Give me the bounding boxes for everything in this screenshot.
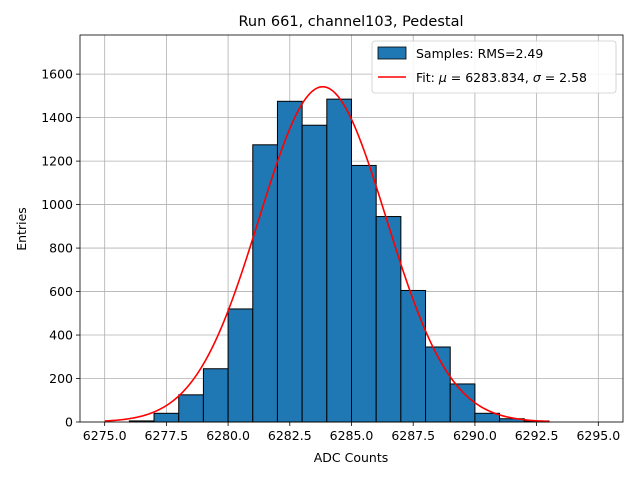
histogram-bar [375,216,402,423]
x-tick-label: 6290.0 [453,428,497,443]
histogram-bar [301,124,328,423]
x-axis: 6275.0 6277.5 6280.0 6282.5 6285.0 6287.5 6290… [83,422,620,443]
y-tick-label: 200 [49,371,73,386]
legend: Samples: RMS=2.49 Fit: μ = 6283.834, σ =… [371,40,617,94]
histogram-bar [449,383,476,423]
y-tick-label: 0 [65,415,73,430]
y-tick-label: 600 [49,284,73,299]
x-axis-label: ADC Counts [314,450,389,465]
y-axis: 0 200 400 600 800 1000 1200 1400 1600 [41,67,80,430]
histogram-bar [276,100,303,423]
y-tick-label: 400 [49,328,73,343]
x-tick-label: 6292.5 [515,428,559,443]
legend-fit-suffix: = 2.58 [541,70,587,85]
histogram-bar [351,164,377,423]
y-tick-label: 1000 [41,197,73,212]
legend-fit-prefix: Fit: [416,70,439,85]
x-tick-label: 6280.0 [206,428,250,443]
x-tick-label: 6277.5 [145,428,189,443]
legend-fit-mu: μ [438,70,447,85]
x-tick-label: 6285.0 [330,428,374,443]
histogram-bar [400,289,427,423]
legend-fit-sigma: σ [533,70,542,85]
histogram-bar [227,308,254,423]
histogram-bar [202,368,229,423]
y-tick-label: 1400 [41,110,73,125]
x-tick-label: 6275.0 [83,428,127,443]
fit-curve-group [104,85,549,423]
y-tick-label: 800 [49,241,73,256]
histogram-bar [326,98,352,423]
legend-samples-label: Samples: RMS=2.49 [416,46,543,61]
x-tick-label: 6295.0 [576,428,620,443]
y-tick-label: 1600 [41,67,73,82]
histogram-bar [178,394,204,423]
histogram-bar [252,144,278,423]
legend-samples-swatch [377,46,407,60]
legend-fit-mid: = 6283.834, [447,70,533,85]
chart-title: Run 661, channel103, Pedestal [238,14,463,30]
histogram-bar [425,346,451,423]
legend-fit-label: Fit: μ = 6283.834, σ = 2.58 [416,70,587,85]
histogram-bar [474,412,501,423]
histogram-bar [153,412,180,423]
fit-curve [104,85,549,423]
y-tick-label: 1200 [41,154,73,169]
y-axis-label: Entries [14,207,29,251]
legend-box [371,40,617,94]
x-tick-label: 6287.5 [391,428,435,443]
histogram-bars [128,98,550,423]
x-tick-label: 6282.5 [268,428,312,443]
